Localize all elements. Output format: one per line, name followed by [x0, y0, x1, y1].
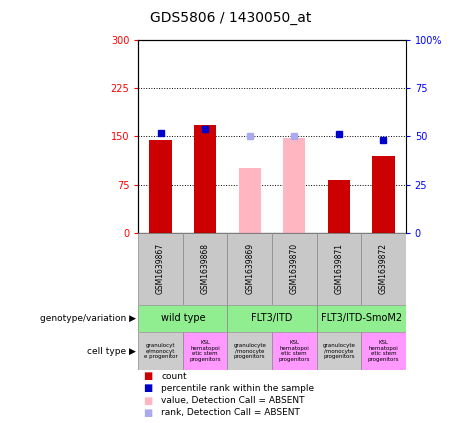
Bar — [138, 233, 183, 305]
Text: rank, Detection Call = ABSENT: rank, Detection Call = ABSENT — [161, 408, 300, 417]
Text: percentile rank within the sample: percentile rank within the sample — [161, 384, 314, 393]
Text: ■: ■ — [143, 408, 152, 418]
Text: GSM1639868: GSM1639868 — [201, 243, 210, 294]
Bar — [194, 125, 216, 233]
Text: GSM1639872: GSM1639872 — [379, 243, 388, 294]
Text: value, Detection Call = ABSENT: value, Detection Call = ABSENT — [161, 396, 305, 405]
Text: GSM1639871: GSM1639871 — [334, 243, 343, 294]
Bar — [183, 332, 227, 370]
Text: GSM1639869: GSM1639869 — [245, 243, 254, 294]
Text: GSM1639870: GSM1639870 — [290, 243, 299, 294]
Text: count: count — [161, 372, 187, 381]
Bar — [227, 305, 317, 332]
Bar — [149, 140, 171, 233]
Text: cell type ▶: cell type ▶ — [87, 346, 136, 356]
Bar — [372, 156, 395, 233]
Text: ■: ■ — [143, 396, 152, 406]
Text: GDS5806 / 1430050_at: GDS5806 / 1430050_at — [150, 11, 311, 25]
Bar — [183, 233, 227, 305]
Bar — [328, 180, 350, 233]
Bar — [361, 332, 406, 370]
Bar — [317, 332, 361, 370]
Text: KSL
hematopoi
etic stem
progenitors: KSL hematopoi etic stem progenitors — [278, 340, 310, 362]
Bar — [227, 332, 272, 370]
Bar — [272, 233, 317, 305]
Bar — [283, 138, 306, 233]
Text: granulocyt
e/monocyt
e progenitor: granulocyt e/monocyt e progenitor — [144, 343, 177, 360]
Bar — [272, 332, 317, 370]
Text: wild type: wild type — [160, 313, 205, 323]
Text: genotype/variation ▶: genotype/variation ▶ — [40, 314, 136, 323]
Bar — [138, 332, 183, 370]
Text: FLT3/ITD-SmoM2: FLT3/ITD-SmoM2 — [320, 313, 402, 323]
Text: GSM1639867: GSM1639867 — [156, 243, 165, 294]
Bar — [361, 233, 406, 305]
Bar — [239, 168, 261, 233]
Text: ■: ■ — [143, 383, 152, 393]
Bar — [317, 233, 361, 305]
Text: granulocyte
/monocyte
progenitors: granulocyte /monocyte progenitors — [233, 343, 266, 360]
Bar — [138, 305, 227, 332]
Bar — [317, 305, 406, 332]
Text: granulocyte
/monocyte
progenitors: granulocyte /monocyte progenitors — [322, 343, 355, 360]
Bar — [227, 233, 272, 305]
Text: FLT3/ITD: FLT3/ITD — [251, 313, 293, 323]
Text: KSL
hematopoi
etic stem
progenitors: KSL hematopoi etic stem progenitors — [368, 340, 399, 362]
Text: KSL
hematopoi
etic stem
progenitors: KSL hematopoi etic stem progenitors — [189, 340, 221, 362]
Text: ■: ■ — [143, 371, 152, 381]
